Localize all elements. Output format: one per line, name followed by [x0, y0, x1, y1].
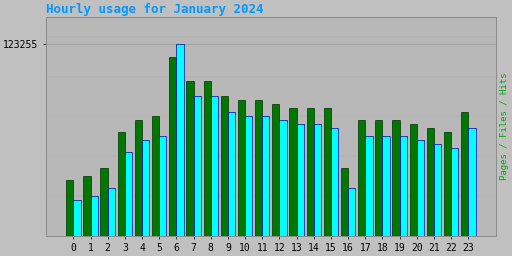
- Bar: [314, 124, 321, 256]
- Bar: [66, 180, 73, 256]
- Bar: [262, 116, 269, 256]
- Bar: [118, 132, 125, 256]
- Bar: [324, 108, 331, 256]
- Bar: [245, 116, 252, 256]
- Bar: [272, 104, 280, 256]
- Bar: [331, 128, 338, 256]
- Bar: [468, 128, 476, 256]
- Bar: [73, 200, 80, 256]
- Bar: [169, 57, 177, 256]
- Bar: [152, 116, 159, 256]
- Bar: [451, 148, 458, 256]
- Bar: [444, 132, 451, 256]
- Bar: [238, 100, 245, 256]
- Bar: [289, 108, 296, 256]
- Bar: [375, 120, 382, 256]
- Bar: [400, 136, 407, 256]
- Bar: [358, 120, 366, 256]
- Bar: [221, 97, 228, 256]
- Bar: [341, 168, 348, 256]
- Bar: [204, 81, 211, 256]
- Bar: [366, 136, 373, 256]
- Bar: [186, 81, 194, 256]
- Bar: [125, 152, 132, 256]
- Bar: [348, 188, 355, 256]
- Y-axis label: Pages / Files / Hits: Pages / Files / Hits: [500, 72, 509, 180]
- Bar: [91, 196, 98, 256]
- Bar: [280, 120, 287, 256]
- Text: Hourly usage for January 2024: Hourly usage for January 2024: [46, 3, 263, 16]
- Bar: [255, 100, 262, 256]
- Bar: [211, 97, 218, 256]
- Bar: [410, 124, 417, 256]
- Bar: [461, 112, 468, 256]
- Bar: [382, 136, 390, 256]
- Bar: [135, 120, 142, 256]
- Bar: [108, 188, 115, 256]
- Bar: [417, 140, 424, 256]
- Bar: [296, 124, 304, 256]
- Bar: [307, 108, 314, 256]
- Bar: [177, 44, 184, 256]
- Bar: [83, 176, 91, 256]
- Bar: [228, 112, 235, 256]
- Bar: [159, 136, 166, 256]
- Bar: [434, 144, 441, 256]
- Bar: [427, 128, 434, 256]
- Bar: [194, 97, 201, 256]
- Bar: [142, 140, 150, 256]
- Bar: [100, 168, 108, 256]
- Bar: [393, 120, 400, 256]
